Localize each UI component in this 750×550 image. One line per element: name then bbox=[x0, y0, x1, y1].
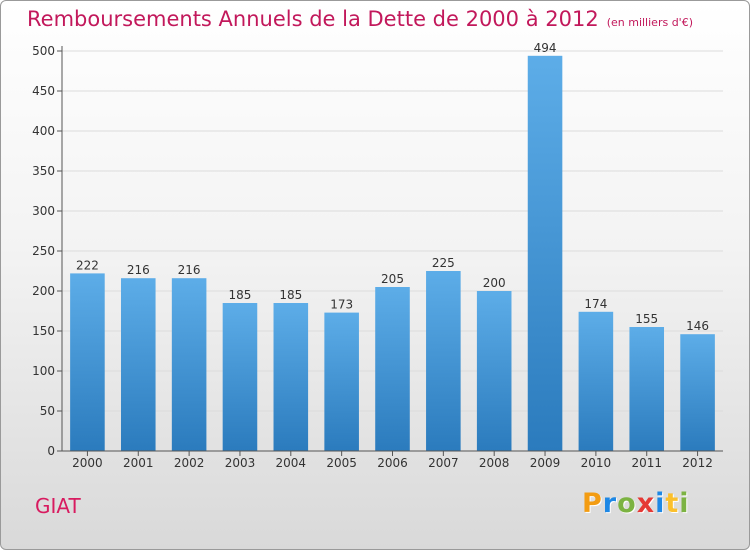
bar-2012 bbox=[680, 334, 715, 451]
data-label-2003: 185 bbox=[229, 288, 252, 302]
brand-letter: o bbox=[617, 488, 637, 519]
x-tick-label-2008: 2008 bbox=[479, 456, 510, 470]
x-tick-label-2003: 2003 bbox=[225, 456, 256, 470]
bar-2004 bbox=[273, 303, 309, 451]
y-tick-label: 450 bbox=[32, 84, 55, 98]
x-tick-label-2010: 2010 bbox=[581, 456, 612, 470]
x-tick-label-2006: 2006 bbox=[377, 456, 408, 470]
y-tick-label: 200 bbox=[32, 284, 55, 298]
data-label-2010: 174 bbox=[584, 297, 607, 311]
y-tick-label: 300 bbox=[32, 204, 55, 218]
chart-title-text: Remboursements Annuels de la Dette de 20… bbox=[27, 7, 599, 31]
location-label: GIAT bbox=[35, 494, 81, 518]
bar-2010 bbox=[578, 311, 614, 451]
brand-letter: x bbox=[636, 488, 656, 519]
chart-title: Remboursements Annuels de la Dette de 20… bbox=[27, 7, 693, 31]
y-tick-label: 100 bbox=[32, 364, 55, 378]
brand-letter: i bbox=[655, 488, 666, 519]
x-tick-label-2007: 2007 bbox=[428, 456, 459, 470]
x-tick-label-2002: 2002 bbox=[174, 456, 205, 470]
y-tick-label: 400 bbox=[32, 124, 55, 138]
bar-2006 bbox=[375, 287, 410, 451]
bar-2007 bbox=[426, 271, 461, 451]
data-label-2001: 216 bbox=[127, 263, 150, 277]
bar-2000 bbox=[70, 273, 105, 451]
y-tick-label: 150 bbox=[32, 324, 55, 338]
proxiti-logo: Proxiti bbox=[582, 488, 690, 519]
data-label-2004: 185 bbox=[279, 288, 302, 302]
x-tick-label-2001: 2001 bbox=[123, 456, 154, 470]
data-label-2008: 200 bbox=[483, 276, 506, 290]
x-tick-label-2005: 2005 bbox=[326, 456, 357, 470]
brand-letter: t bbox=[665, 488, 680, 519]
y-tick-label: 250 bbox=[32, 244, 55, 258]
data-label-2005: 173 bbox=[330, 298, 353, 312]
data-label-2011: 155 bbox=[635, 312, 658, 326]
y-tick-label: 50 bbox=[40, 404, 55, 418]
bar-2001 bbox=[120, 278, 156, 451]
bar-2005 bbox=[324, 312, 359, 451]
y-tick-label: 0 bbox=[47, 444, 55, 458]
data-label-2009: 494 bbox=[534, 41, 557, 55]
bar-2009 bbox=[527, 55, 563, 452]
bar-2011 bbox=[629, 327, 665, 451]
data-label-2007: 225 bbox=[432, 256, 455, 270]
bar-2002 bbox=[171, 278, 207, 451]
brand-letter: r bbox=[602, 488, 618, 519]
bar-2008 bbox=[476, 291, 512, 451]
x-tick-label-2004: 2004 bbox=[276, 456, 307, 470]
x-tick-label-2012: 2012 bbox=[682, 456, 713, 470]
x-tick-label-2000: 2000 bbox=[72, 456, 103, 470]
y-tick-label: 500 bbox=[32, 44, 55, 58]
data-label-2012: 146 bbox=[686, 319, 709, 333]
chart-subtitle: (en milliers d'€) bbox=[606, 16, 693, 29]
data-label-2002: 216 bbox=[178, 263, 201, 277]
x-tick-label-2011: 2011 bbox=[631, 456, 662, 470]
brand-letter: i bbox=[679, 488, 690, 519]
y-tick-label: 350 bbox=[32, 164, 55, 178]
x-tick-label-2009: 2009 bbox=[530, 456, 561, 470]
bar-2003 bbox=[222, 303, 258, 451]
brand-letter: P bbox=[582, 488, 603, 519]
data-label-2006: 205 bbox=[381, 272, 404, 286]
data-label-2000: 222 bbox=[76, 258, 99, 272]
